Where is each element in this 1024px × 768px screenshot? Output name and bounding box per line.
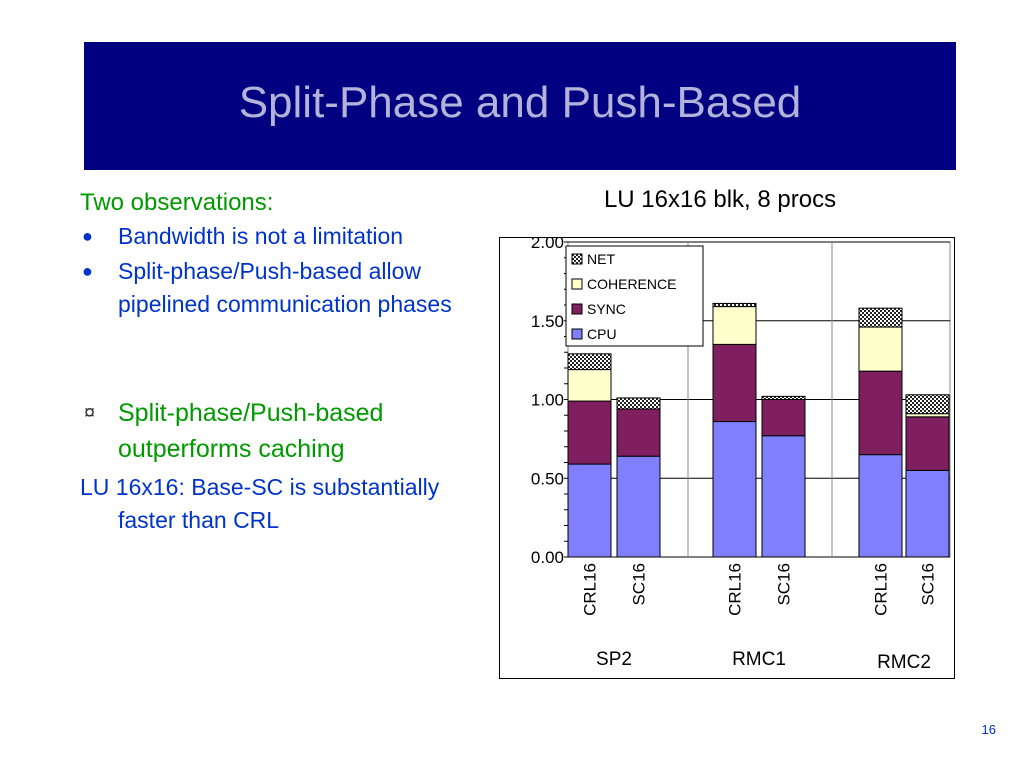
x-tick-label: CRL16: [581, 563, 600, 616]
group-label: RMC2: [877, 652, 931, 673]
list-item: ● Split-phase/Push-based allow pipelined…: [80, 255, 500, 321]
y-tick-label: 1.50: [531, 312, 564, 331]
bar-segment-sync: [616, 408, 661, 457]
bar-segment-net: [905, 394, 950, 415]
bar-segment-cpu: [761, 435, 806, 558]
bar-segment-cpu: [616, 455, 661, 558]
legend-label: NET: [587, 251, 615, 267]
bar-segment-cpu: [858, 454, 903, 558]
x-tick-label: SC16: [919, 563, 938, 606]
bar-segment-sync: [905, 416, 950, 471]
bullet-dot-icon: ●: [82, 226, 93, 246]
observations-panel: Two observations: ● Bandwidth is not a l…: [80, 186, 500, 537]
bar-segment-coherence: [858, 326, 903, 372]
bar-segment-sync: [712, 343, 757, 423]
bar-segment-sync: [858, 370, 903, 456]
bar-segment-net: [567, 353, 612, 371]
observations-list: ● Bandwidth is not a limitation ● Split-…: [80, 220, 500, 321]
bar-segment-net: [761, 395, 806, 401]
x-tick-label: CRL16: [726, 563, 745, 616]
legend-swatch-net: [571, 253, 583, 265]
y-tick-label: 2.00: [531, 238, 564, 252]
bar-segment-net: [712, 302, 757, 308]
highlight-point: ¤ Split-phase/Push-based outperforms cac…: [80, 395, 500, 467]
bullet-text: Split-phase/Push-based allow pipelined c…: [118, 258, 452, 317]
page-number: 16: [981, 722, 996, 737]
bullet-dot-icon: ●: [82, 261, 93, 281]
slide-title: Split-Phase and Push-Based: [238, 78, 802, 127]
title-bar: Split-Phase and Push-Based: [84, 42, 956, 170]
legend-swatch-cpu: [571, 328, 583, 340]
highlight-text: Split-phase/Push-based outperforms cachi…: [118, 399, 384, 463]
bar-segment-net: [616, 397, 661, 410]
bar-segment-cpu: [567, 463, 612, 558]
legend-label: COHERENCE: [587, 276, 676, 292]
bar-segment-sync: [567, 400, 612, 465]
x-tick-label: CRL16: [872, 563, 891, 616]
bar-segment-cpu: [712, 421, 757, 558]
group-label: RMC1: [732, 649, 786, 670]
y-tick-label: 0.00: [531, 548, 564, 567]
group-label: SP2: [596, 649, 632, 670]
y-tick-label: 0.50: [531, 469, 564, 488]
y-tick-label: 1.00: [531, 391, 564, 410]
legend-swatch-sync: [571, 303, 583, 315]
bar-segment-coherence: [567, 369, 612, 402]
x-tick-label: SC16: [630, 563, 649, 606]
stacked-bar-chart: 0.00 0.50 1.00 1.50 2.00 CRL16 SC16 CRL16 SC16 CR…: [531, 233, 951, 673]
observations-heading: Two observations:: [80, 189, 274, 216]
list-item: ● Bandwidth is not a limitation: [80, 220, 500, 253]
currency-bullet-icon: ¤: [84, 402, 96, 424]
bullet-text: Bandwidth is not a limitation: [118, 223, 404, 249]
legend-label: CPU: [587, 326, 617, 342]
legend-label: SYNC: [587, 301, 626, 317]
x-tick-label: SC16: [775, 563, 794, 606]
bar-segment-sync: [761, 399, 806, 437]
bar-segment-net: [858, 307, 903, 328]
legend-swatch-coherence: [571, 278, 583, 290]
conclusion-text: LU 16x16: Base-SC is substantially faste…: [80, 474, 440, 533]
chart-frame: 0.00 0.50 1.00 1.50 2.00 CRL16 SC16 CRL16 SC16 CR…: [499, 233, 955, 679]
bar-segment-cpu: [905, 469, 950, 558]
bar-segment-coherence: [712, 306, 757, 345]
legend-box: [565, 245, 704, 347]
chart-title: LU 16x16 blk, 8 procs: [603, 186, 837, 213]
